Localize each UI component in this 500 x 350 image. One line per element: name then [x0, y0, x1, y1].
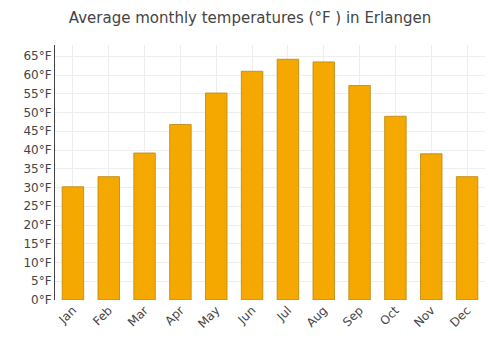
- svg-text:10°F: 10°F: [23, 256, 51, 270]
- svg-text:35°F: 35°F: [23, 162, 51, 176]
- svg-text:15°F: 15°F: [23, 237, 51, 251]
- svg-text:20°F: 20°F: [23, 218, 51, 232]
- svg-text:25°F: 25°F: [23, 199, 51, 213]
- svg-text:Jan: Jan: [56, 303, 80, 327]
- svg-text:Oct: Oct: [377, 303, 402, 328]
- svg-text:Aug: Aug: [304, 303, 330, 329]
- svg-text:30°F: 30°F: [23, 181, 51, 195]
- svg-text:Dec: Dec: [447, 303, 473, 329]
- svg-text:Feb: Feb: [90, 303, 115, 328]
- svg-text:45°F: 45°F: [23, 124, 51, 138]
- svg-text:Mar: Mar: [125, 303, 151, 329]
- svg-text:5°F: 5°F: [31, 274, 52, 288]
- svg-text:50°F: 50°F: [23, 106, 51, 120]
- svg-text:60°F: 60°F: [23, 68, 51, 82]
- svg-text:Jun: Jun: [235, 303, 259, 327]
- svg-text:Average monthly temperatures (: Average monthly temperatures (°F ) in Er…: [69, 9, 431, 27]
- svg-text:0°F: 0°F: [31, 293, 52, 307]
- svg-text:Nov: Nov: [411, 303, 437, 329]
- svg-text:Apr: Apr: [162, 303, 187, 328]
- svg-text:Sep: Sep: [340, 303, 366, 329]
- svg-text:65°F: 65°F: [23, 49, 51, 63]
- svg-text:May: May: [195, 303, 222, 330]
- svg-text:Jul: Jul: [273, 303, 294, 324]
- svg-text:55°F: 55°F: [23, 87, 51, 101]
- svg-text:40°F: 40°F: [23, 143, 51, 157]
